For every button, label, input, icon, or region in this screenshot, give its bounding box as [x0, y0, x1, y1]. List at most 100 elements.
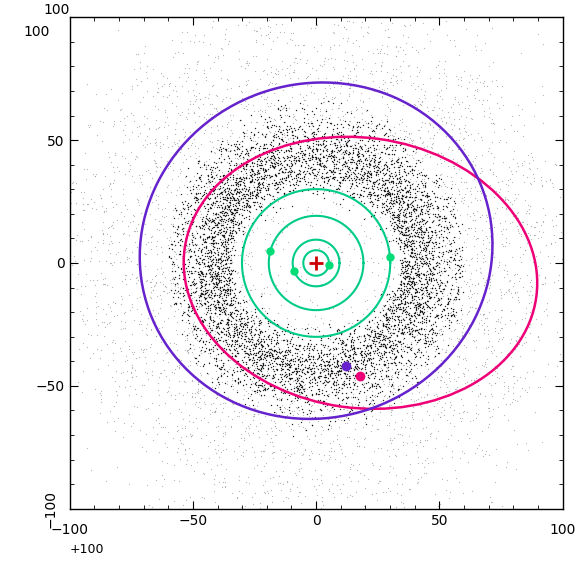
Point: [454, 184, 463, 194]
Point: [342, 147, 351, 156]
Point: [383, 382, 392, 391]
Point: [324, 213, 333, 223]
Point: [288, 151, 297, 161]
Point: [456, 261, 466, 270]
Point: [221, 210, 230, 220]
Point: [336, 338, 346, 347]
Point: [392, 360, 401, 369]
Point: [415, 241, 425, 250]
Point: [428, 227, 437, 236]
Point: [386, 306, 395, 316]
Point: [213, 51, 223, 61]
Point: [212, 196, 222, 205]
Point: [151, 115, 161, 124]
Point: [420, 86, 429, 95]
Point: [255, 347, 264, 356]
Point: [135, 320, 144, 329]
Point: [387, 169, 396, 178]
Point: [369, 151, 379, 160]
Point: [205, 187, 215, 197]
Point: [415, 369, 425, 378]
Point: [234, 339, 244, 348]
Point: [223, 201, 232, 210]
Point: [389, 321, 398, 330]
Point: [371, 66, 380, 75]
Point: [200, 112, 209, 121]
Point: [203, 192, 212, 201]
Point: [234, 398, 243, 407]
Point: [243, 364, 252, 373]
Point: [147, 197, 157, 206]
Point: [470, 223, 480, 232]
Point: [385, 188, 394, 197]
Point: [383, 135, 392, 144]
Point: [105, 258, 114, 268]
Point: [136, 344, 145, 354]
Point: [347, 164, 356, 173]
Point: [270, 390, 280, 399]
Point: [492, 82, 502, 91]
Point: [294, 354, 303, 363]
Point: [252, 461, 261, 470]
Point: [368, 358, 378, 367]
Point: [223, 325, 232, 335]
Point: [306, 296, 315, 305]
Point: [385, 190, 394, 199]
Point: [548, 216, 557, 225]
Point: [398, 352, 407, 361]
Point: [200, 397, 209, 406]
Point: [376, 62, 386, 71]
Point: [118, 276, 127, 286]
Point: [253, 335, 263, 344]
Point: [375, 166, 385, 175]
Point: [503, 181, 513, 190]
Point: [207, 275, 216, 284]
Point: [385, 290, 394, 299]
Point: [339, 344, 348, 354]
Point: [104, 223, 113, 232]
Point: [318, 159, 327, 168]
Point: [222, 209, 231, 218]
Point: [209, 217, 219, 226]
Point: [393, 314, 403, 324]
Point: [290, 154, 299, 163]
Point: [425, 268, 434, 277]
Point: [372, 201, 381, 210]
Point: [325, 369, 335, 379]
Point: [516, 392, 525, 401]
Point: [398, 57, 408, 66]
Point: [398, 344, 407, 353]
Point: [296, 439, 306, 449]
Point: [286, 374, 295, 383]
Point: [363, 194, 372, 203]
Point: [353, 394, 362, 403]
Point: [398, 230, 408, 239]
Point: [132, 152, 142, 161]
Point: [504, 349, 513, 358]
Point: [340, 171, 350, 180]
Point: [254, 343, 263, 353]
Point: [389, 201, 398, 210]
Point: [396, 298, 405, 307]
Point: [248, 227, 258, 236]
Point: [437, 277, 446, 287]
Point: [390, 190, 399, 199]
Point: [338, 338, 347, 347]
Point: [267, 161, 276, 170]
Point: [205, 321, 214, 330]
Point: [488, 405, 498, 414]
Point: [185, 356, 194, 365]
Point: [513, 292, 523, 302]
Point: [325, 406, 334, 415]
Point: [157, 295, 166, 304]
Point: [99, 304, 108, 313]
Point: [408, 180, 417, 189]
Point: [226, 294, 235, 303]
Point: [395, 304, 404, 313]
Point: [403, 408, 412, 417]
Point: [231, 359, 240, 368]
Point: [465, 106, 474, 116]
Point: [336, 119, 346, 128]
Point: [375, 342, 384, 351]
Point: [338, 153, 347, 162]
